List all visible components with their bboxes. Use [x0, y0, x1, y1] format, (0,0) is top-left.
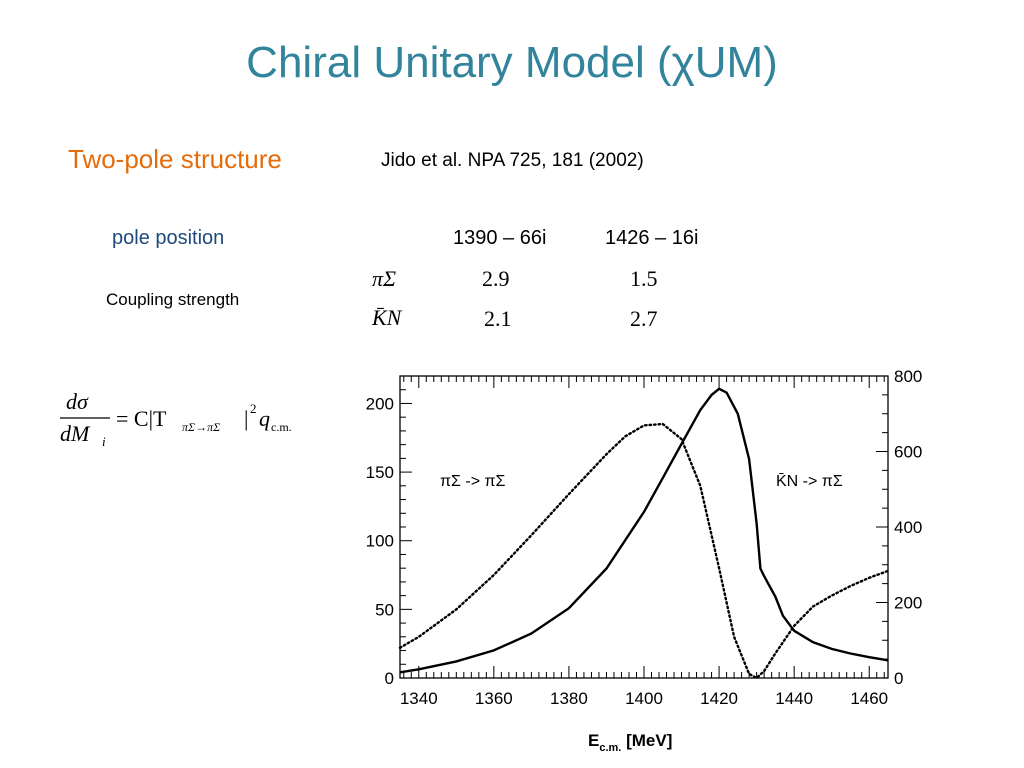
x-axis-label-sub: c.m. [599, 742, 621, 754]
coupling-pisigma-pole1: 2.9 [482, 266, 510, 291]
y-right-tick-label: 800 [894, 367, 922, 386]
formula-power: 2 [250, 401, 257, 416]
coupling-kbarn-pole1: 2.1 [484, 306, 512, 331]
reference-citation: Jido et al. NPA 725, 181 (2002) [381, 150, 644, 171]
kbarn-pisigma-curve [399, 387, 889, 674]
x-axis-label: Ec.m. [MeV] [588, 731, 672, 754]
plot-frame [399, 375, 889, 679]
formula-abs-close: | [244, 406, 248, 431]
formula-denominator: dM [60, 421, 91, 446]
spectrum-chart: 1340 1360 1380 1400 1420 1440 1460 0 50 100 150 200… [366, 367, 923, 754]
y-left-tick-label: 100 [366, 532, 394, 551]
y-left-tick-label: 50 [375, 600, 394, 619]
y-right-tick-label: 0 [894, 669, 903, 688]
formula-t-subscript: πΣ→πΣ [182, 420, 220, 434]
formula-q-subscript: c.m. [271, 420, 292, 434]
channel-kbarn: K̄N [372, 305, 402, 330]
section-subtitle: Two-pole structure [68, 144, 282, 174]
pole-value-1: 1390 – 66i [453, 227, 547, 249]
x-tick-label: 1380 [550, 689, 588, 708]
annotation-kbarn-pisigma: K̄N -> πΣ [776, 473, 843, 490]
x-tick-label: 1460 [850, 689, 888, 708]
x-tick-label: 1340 [400, 689, 438, 708]
formula-denominator-sub: i [102, 434, 106, 449]
pole-value-2: 1426 – 16i [605, 227, 699, 249]
coupling-strength-label: Coupling strength [106, 290, 240, 309]
coupling-pisigma-pole2: 1.5 [630, 266, 658, 291]
annotation-pisigma-pisigma: πΣ -> πΣ [440, 473, 506, 490]
pisigma-pisigma-curve [398, 422, 890, 680]
formula-numerator: dσ [66, 389, 89, 414]
channel-pisigma: πΣ [372, 266, 397, 291]
y-right-tick-label: 400 [894, 518, 922, 537]
x-tick-label: 1440 [775, 689, 813, 708]
y-right-tick-label: 600 [894, 443, 922, 462]
x-tick-label: 1420 [700, 689, 738, 708]
x-tick-label: 1400 [625, 689, 663, 708]
coupling-kbarn-pole2: 2.7 [630, 306, 658, 331]
pole-position-label: pole position [112, 227, 225, 249]
y-left-tick-label: 0 [385, 669, 394, 688]
x-axis-label-unit: [MeV] [621, 731, 672, 750]
y-left-tick-label: 200 [366, 394, 394, 413]
y-right-tick-label: 200 [894, 594, 922, 613]
formula-rhs: = C|T [116, 406, 167, 431]
x-tick-label: 1360 [475, 689, 513, 708]
formula-q: q [259, 406, 270, 431]
slide-title: Chiral Unitary Model (χUM) [246, 38, 778, 87]
x-axis-label-main: E [588, 731, 599, 750]
cross-section-formula: dσ dM i = C|T πΣ→πΣ | 2 q c.m. [60, 389, 292, 449]
y-left-tick-label: 150 [366, 463, 394, 482]
